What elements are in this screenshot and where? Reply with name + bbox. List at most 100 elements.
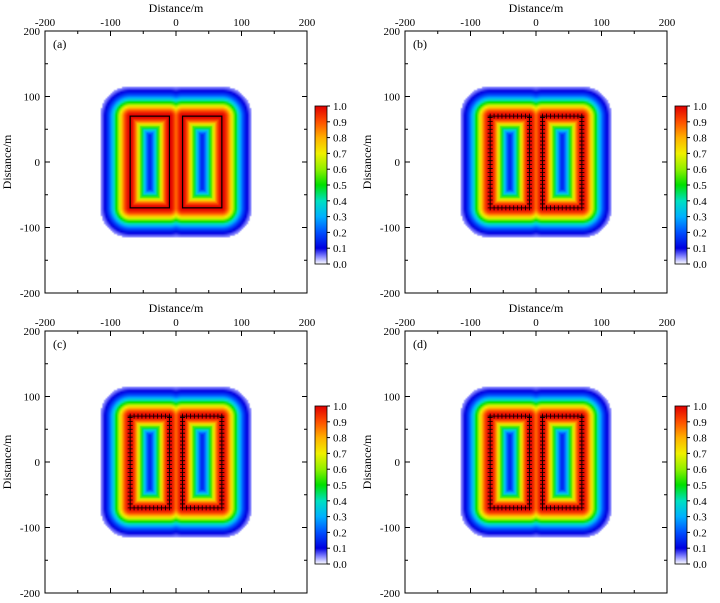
x-tick-label: 200 <box>299 317 316 329</box>
panel-label: (d) <box>413 337 427 351</box>
x-tick-label: -100 <box>460 317 481 329</box>
x-tick-label: -100 <box>100 17 121 29</box>
colorbar-tick-label: 0.7 <box>333 148 347 160</box>
colorbar-tick-label: 0.4 <box>693 496 707 508</box>
colorbar-tick-label: 0.9 <box>693 117 707 129</box>
colorbar: 0.0 0.1 0.2 0.3 0.4 0.5 0.6 0.7 0.8 0.9 1.0 <box>314 101 347 271</box>
colorbar-tick-label: 0.3 <box>693 512 707 524</box>
colorbar-tick-label: 1.0 <box>333 401 347 413</box>
colorbar-gradient <box>674 105 688 265</box>
plus-marker <box>166 414 172 420</box>
colorbar-tick-label: 0.0 <box>333 259 347 271</box>
colorbar-tick-label: 0.7 <box>693 448 707 460</box>
plus-marker <box>219 414 225 420</box>
colorbar-tick-label: 0.0 <box>333 559 347 571</box>
x-tick-label: -200 <box>395 17 416 29</box>
plus-marker <box>127 414 133 420</box>
x-tick-label: -200 <box>35 317 56 329</box>
colorbar-tick-label: 0.3 <box>693 212 707 224</box>
panel-b: -200 -200 -100 -100 0 0 100 100 200 200 Distance/m… <box>360 1 707 300</box>
colorbar-tick-label: 0.7 <box>333 448 347 460</box>
heatmap-image <box>45 331 307 593</box>
colorbar-tick-label: 0.2 <box>693 227 707 239</box>
source-outline-2 <box>181 115 223 209</box>
edge-markers <box>487 413 585 511</box>
colorbar: 0.0 0.1 0.2 0.3 0.4 0.5 0.6 0.7 0.8 0.9 1.0 <box>674 401 707 571</box>
y-tick-label: 0 <box>35 457 41 469</box>
plus-marker <box>487 114 493 120</box>
panel-d: -200 -200 -100 -100 0 0 100 100 200 200 Distance/m… <box>360 301 707 600</box>
y-tick-label: -200 <box>20 288 41 300</box>
x-axis-title: Distance/m <box>509 1 564 15</box>
colorbar-tick-label: 1.0 <box>693 101 707 113</box>
plus-marker <box>526 114 532 120</box>
x-tick-label: -100 <box>100 317 121 329</box>
plus-marker <box>540 414 546 420</box>
colorbar-tick-label: 0.7 <box>693 148 707 160</box>
colorbar-tick-label: 1.0 <box>333 101 347 113</box>
x-tick-label: 100 <box>593 317 610 329</box>
colorbar-tick-label: 0.2 <box>693 527 707 539</box>
colorbar-tick-label: 0.9 <box>693 417 707 429</box>
colorbar-tick-label: 0.1 <box>333 243 347 255</box>
colorbar-tick-label: 0.2 <box>333 527 347 539</box>
edge-markers <box>487 113 585 211</box>
y-tick-label: -100 <box>20 223 41 235</box>
y-tick-label: 100 <box>24 92 41 104</box>
colorbar-tick-label: 0.0 <box>693 259 707 271</box>
y-tick-label: 200 <box>24 326 41 338</box>
colorbar-tick-label: 0.8 <box>333 133 347 145</box>
colorbar-tick-label: 0.5 <box>693 180 707 192</box>
colorbar-tick-label: 0.3 <box>333 512 347 524</box>
colorbar-tick-label: 0.8 <box>693 433 707 445</box>
colorbar-gradient <box>674 405 688 565</box>
y-axis-title: Distance/m <box>360 134 374 189</box>
y-axis-title: Distance/m <box>0 134 14 189</box>
colorbar-tick-label: 0.1 <box>693 243 707 255</box>
y-axis-title: Distance/m <box>360 434 374 489</box>
x-tick-label: 200 <box>659 317 676 329</box>
plus-marker <box>579 114 585 120</box>
y-tick-label: 200 <box>24 26 41 38</box>
x-tick-label: 100 <box>233 17 250 29</box>
plus-marker <box>487 414 493 420</box>
colorbar-tick-label: 0.5 <box>333 180 347 192</box>
colorbar-gradient <box>314 405 328 565</box>
x-tick-label: 0 <box>533 17 539 29</box>
colorbar-gradient <box>314 105 328 265</box>
x-axis-title: Distance/m <box>149 1 204 15</box>
panel-label: (c) <box>53 337 66 351</box>
colorbar: 0.0 0.1 0.2 0.3 0.4 0.5 0.6 0.7 0.8 0.9 1.0 <box>314 401 347 571</box>
panel-label: (a) <box>53 37 66 51</box>
heatmap-image <box>405 331 667 593</box>
heatmap-image <box>45 31 307 293</box>
colorbar-tick-label: 0.2 <box>333 227 347 239</box>
colorbar-tick-label: 0.6 <box>333 464 347 476</box>
x-tick-label: 0 <box>173 317 179 329</box>
plus-marker <box>540 114 546 120</box>
y-axis-title: Distance/m <box>0 434 14 489</box>
x-tick-label: -200 <box>395 317 416 329</box>
colorbar-tick-label: 0.6 <box>693 164 707 176</box>
x-tick-label: -100 <box>460 17 481 29</box>
colorbar: 0.0 0.1 0.2 0.3 0.4 0.5 0.6 0.7 0.8 0.9 1.0 <box>674 101 707 271</box>
y-tick-label: 200 <box>384 26 401 38</box>
plus-marker <box>579 414 585 420</box>
colorbar-tick-label: 0.8 <box>693 133 707 145</box>
colorbar-tick-label: 0.4 <box>333 496 347 508</box>
heatmap-image <box>405 31 667 293</box>
y-tick-label: -100 <box>380 223 401 235</box>
colorbar-tick-label: 0.5 <box>333 480 347 492</box>
colorbar-tick-label: 0.5 <box>693 480 707 492</box>
y-tick-label: 0 <box>35 157 41 169</box>
plus-marker <box>526 414 532 420</box>
colorbar-tick-label: 0.1 <box>693 543 707 555</box>
x-tick-label: -200 <box>35 17 56 29</box>
y-tick-label: 0 <box>395 157 401 169</box>
colorbar-tick-label: 1.0 <box>693 401 707 413</box>
colorbar-tick-label: 0.4 <box>693 196 707 208</box>
x-axis-title: Distance/m <box>149 301 204 315</box>
colorbar-tick-label: 0.9 <box>333 117 347 129</box>
panel-a: -200 -200 -100 -100 0 0 100 100 200 200 Distance/m… <box>0 1 347 300</box>
